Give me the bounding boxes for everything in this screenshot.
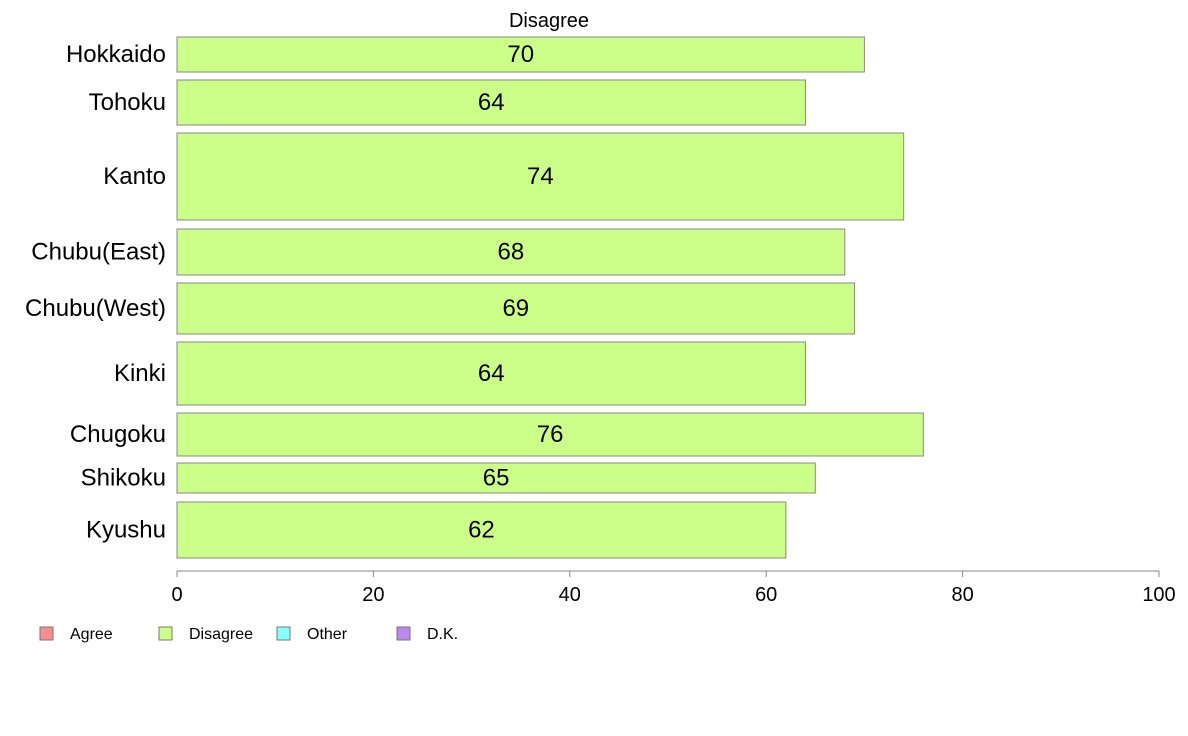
data-label-chugoku: 76 [537, 421, 564, 448]
bar-chugoku [176, 412, 924, 457]
x-tick-label-60: 60 [755, 584, 777, 606]
x-tick-label-20: 20 [362, 584, 384, 606]
x-tick-label-0: 0 [171, 584, 182, 606]
x-axis: 0 20 40 60 80 100 [171, 570, 1176, 606]
data-label-chubu-east: 68 [498, 239, 525, 266]
bar-shikoku [176, 462, 816, 494]
category-label-kinki: Kinki [114, 360, 166, 387]
data-label-kyushu: 62 [468, 517, 495, 544]
category-label-tohoku: Tohoku [89, 89, 166, 116]
legend-swatch-agree [39, 626, 54, 641]
category-label-hokkaido: Hokkaido [66, 41, 166, 68]
bar-kinki [176, 341, 806, 406]
data-label-hokkaido: 70 [507, 41, 534, 68]
bar-hokkaido [176, 36, 865, 73]
category-label-kanto: Kanto [103, 163, 166, 190]
data-label-shikoku: 65 [483, 465, 510, 492]
x-tick-label-40: 40 [559, 584, 581, 606]
legend-swatch-disagree [158, 626, 173, 641]
legend-label-d-k: D.K. [427, 626, 458, 643]
bars-layer: 70 Hokkaido 64 Tohoku 74 Kanto 68 Chubu(East) 69… [25, 36, 924, 559]
bar-kanto [176, 132, 905, 221]
legend-label-agree: Agree [70, 626, 113, 643]
data-label-kanto: 74 [527, 163, 554, 190]
category-label-chubu-west: Chubu(West) [25, 295, 166, 322]
data-label-chubu-west: 69 [502, 295, 529, 322]
data-label-kinki: 64 [478, 360, 505, 387]
category-label-shikoku: Shikoku [81, 465, 166, 492]
legend-label-disagree: Disagree [189, 626, 253, 643]
chart-title: Disagree [509, 10, 589, 32]
legend-label-other: Other [307, 626, 348, 643]
category-label-chubu-east: Chubu(East) [31, 239, 166, 266]
bar-chubu-east [176, 228, 846, 276]
legend: Agree Disagree Other D.K. [39, 626, 458, 643]
data-label-tohoku: 64 [478, 89, 505, 116]
legend-swatch-d-k [396, 626, 411, 641]
bar-chubu-west [176, 282, 856, 335]
bar-tohoku [176, 79, 806, 126]
x-tick-label-80: 80 [951, 584, 973, 606]
category-label-chugoku: Chugoku [70, 421, 166, 448]
category-label-kyushu: Kyushu [86, 517, 166, 544]
legend-swatch-other [276, 626, 291, 641]
bar-kyushu [176, 501, 787, 559]
x-tick-label-100: 100 [1142, 584, 1175, 606]
